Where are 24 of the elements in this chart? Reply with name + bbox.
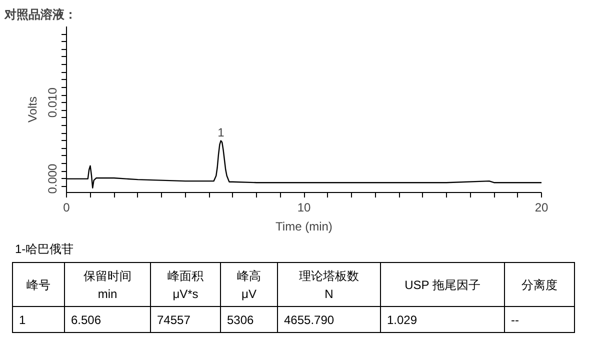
text: 1.029 [380,306,504,333]
text: 峰面积 μV*s [150,262,220,307]
chart-title: 对照品溶液： [4,8,76,22]
x-tick-label: 10 [297,200,311,214]
text: 4655.790 [278,306,380,333]
x-axis-title: Time (min) [276,220,332,234]
text: 5306 [220,306,278,333]
text: -- [504,306,574,333]
text: 理论塔板数 N [278,262,380,307]
y-axis-title: Volts [26,96,40,123]
y-tick-label: 0.000 [46,163,60,194]
x-tick-label: 20 [534,200,548,214]
text: 分离度 [504,262,574,307]
x-tick-label: 0 [63,200,70,214]
text: 1 [12,306,64,333]
text: 6.506 [64,306,150,333]
text: 峰高 μV [220,262,278,307]
annotation: 1 [218,126,225,140]
text: 峰号 [12,262,64,307]
text: 1-哈巴俄苷 [15,241,75,258]
text: 保留时间 min [64,262,150,307]
text: 74557 [150,306,220,333]
text: USP 拖尾因子 [380,262,504,307]
y-tick-label: 0.010 [46,87,60,118]
